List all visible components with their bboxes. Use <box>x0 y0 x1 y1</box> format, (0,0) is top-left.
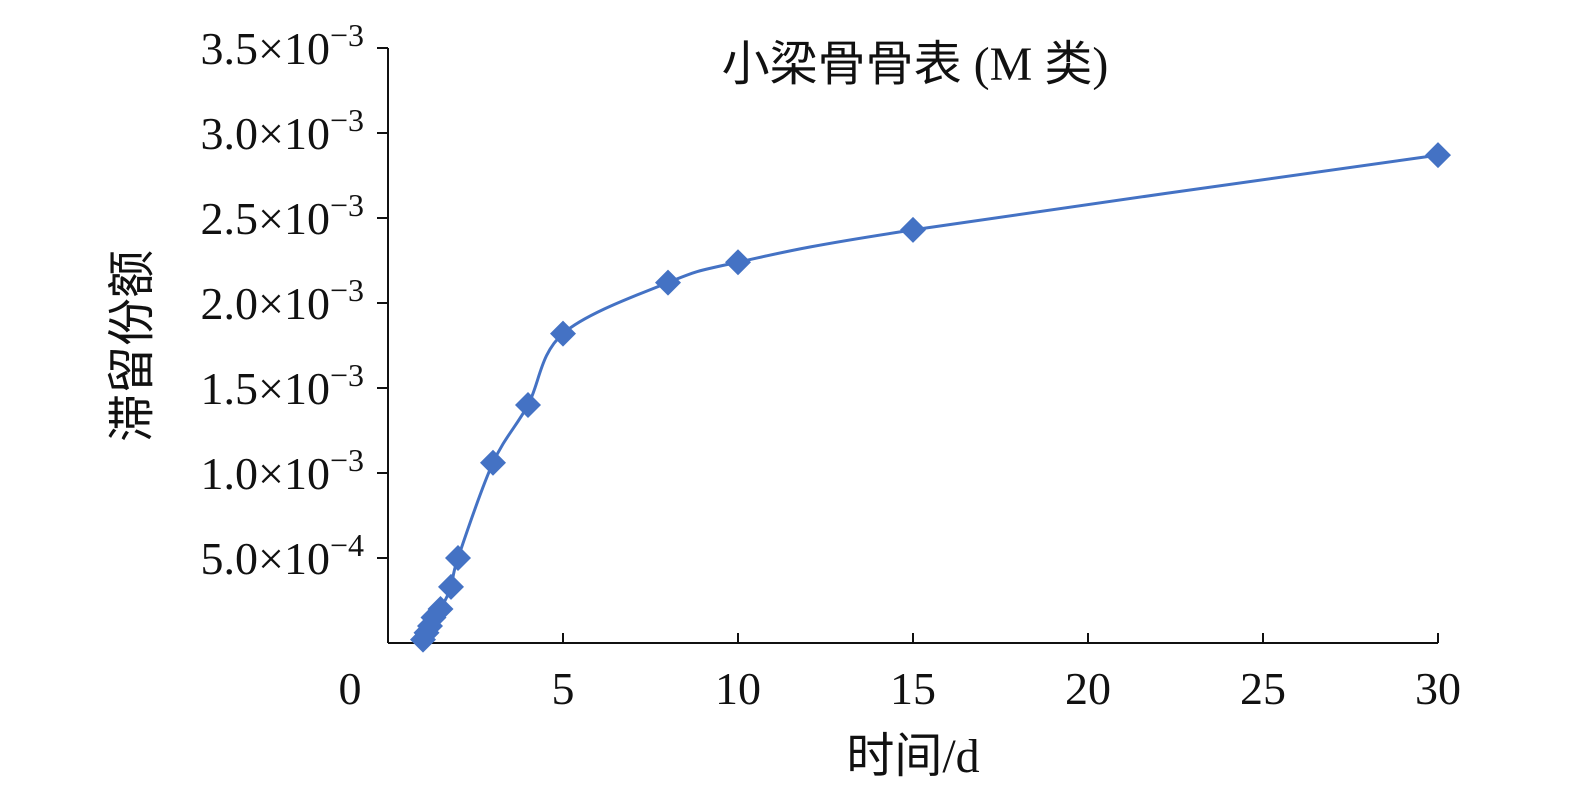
y-tick-exponent: −3 <box>330 187 364 223</box>
y-tick-times: ×10 <box>258 533 330 584</box>
y-axis-title: 滞留份额 <box>106 250 159 442</box>
y-tick-exponent: −3 <box>330 17 364 53</box>
data-point-marker <box>900 216 926 243</box>
y-tick-label: 2.5×10−3 <box>201 187 365 244</box>
data-point-marker <box>427 596 454 622</box>
y-tick-label: 2.0×10−3 <box>201 272 365 329</box>
data-markers <box>410 142 1451 653</box>
x-tick-label: 30 <box>1415 663 1461 714</box>
data-point-marker <box>515 392 541 418</box>
y-tick-times: ×10 <box>258 278 330 329</box>
y-tick-label: 3.0×10−3 <box>201 102 365 159</box>
data-point-marker <box>445 545 471 571</box>
data-point-marker <box>480 449 506 476</box>
y-tick-label: 1.0×10−3 <box>201 442 365 499</box>
y-tick-times: ×10 <box>258 448 330 499</box>
y-tick-mantissa: 1.5 <box>201 363 259 414</box>
y-tick-times: ×10 <box>258 193 330 244</box>
y-tick-mantissa: 3.0 <box>201 108 259 159</box>
y-tick-exponent: −3 <box>330 272 364 308</box>
data-point-marker <box>550 320 576 347</box>
x-tick-label: 20 <box>1065 663 1111 714</box>
data-point-marker <box>1425 142 1451 169</box>
y-tick-label: 3.5×10−3 <box>201 17 365 74</box>
y-tick-exponent: −3 <box>330 357 364 393</box>
data-point-marker <box>655 269 681 296</box>
x-tick-label: 0 <box>339 663 362 714</box>
y-tick-mantissa: 1.0 <box>201 448 259 499</box>
y-tick-times: ×10 <box>258 23 330 74</box>
y-tick-exponent: −3 <box>330 442 364 478</box>
y-tick-mantissa: 2.5 <box>201 193 259 244</box>
x-tick-label: 25 <box>1240 663 1286 714</box>
y-tick-times: ×10 <box>258 108 330 159</box>
x-axis-title: 时间/d <box>846 730 979 783</box>
y-ticks: 5.0×10−41.0×10−31.5×10−32.0×10−32.5×10−3… <box>201 17 388 584</box>
y-tick-exponent: −3 <box>330 102 364 138</box>
x-tick-label: 10 <box>715 663 761 714</box>
y-tick-exponent: −4 <box>330 527 364 563</box>
y-tick-mantissa: 3.5 <box>201 23 259 74</box>
y-tick-label: 5.0×10−4 <box>201 527 365 584</box>
y-tick-mantissa: 2.0 <box>201 278 259 329</box>
series-curve <box>421 153 1439 641</box>
chart-title: 小梁骨骨表 (M 类) <box>722 38 1109 91</box>
x-tick-label: 5 <box>552 663 575 714</box>
data-point-marker <box>438 573 464 600</box>
y-tick-label: 1.5×10−3 <box>201 357 365 414</box>
data-point-marker <box>725 249 751 276</box>
y-tick-times: ×10 <box>258 363 330 414</box>
y-tick-mantissa: 5.0 <box>201 533 259 584</box>
x-tick-label: 15 <box>890 663 936 714</box>
x-ticks: 0 5 10 15 20 25 30 <box>339 633 1461 714</box>
